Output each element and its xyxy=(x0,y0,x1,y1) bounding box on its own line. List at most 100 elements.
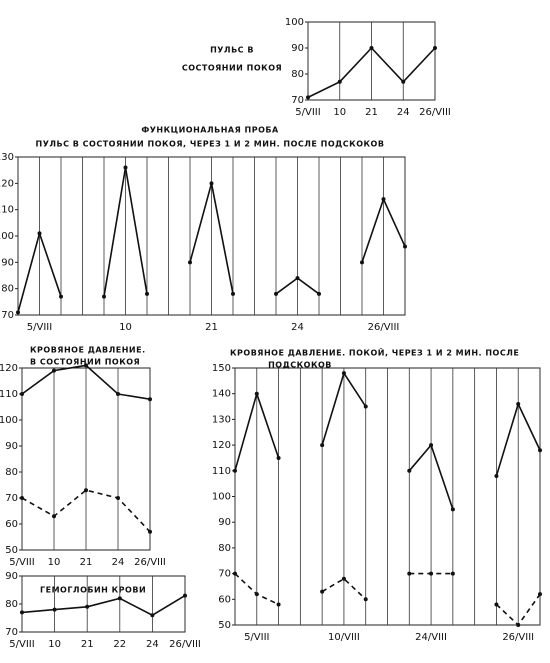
y-tick-label: 120 xyxy=(0,178,14,189)
data-point xyxy=(20,496,24,500)
y-tick-label: 90 xyxy=(1,257,14,268)
data-point xyxy=(254,391,259,396)
chart-title: СОСТОЯНИИ ПОКОЯ xyxy=(182,64,282,73)
data-point xyxy=(37,231,42,236)
y-tick-label: 130 xyxy=(212,414,231,425)
x-tick-label: 5/VIII xyxy=(27,322,52,333)
data-point xyxy=(538,448,542,453)
data-point xyxy=(233,468,237,473)
data-point xyxy=(20,610,24,615)
x-tick-label: 5/VIII xyxy=(9,557,34,568)
data-point xyxy=(274,291,278,296)
data-point xyxy=(341,576,346,581)
chart-title: ПУЛЬС В xyxy=(210,46,254,55)
x-tick-label: 22 xyxy=(113,639,126,650)
y-tick-label: 90 xyxy=(5,441,18,452)
x-tick-label: 21 xyxy=(365,107,378,118)
data-point xyxy=(209,181,214,186)
x-tick-label: 21 xyxy=(81,639,94,650)
data-point xyxy=(254,592,259,597)
y-tick-label: 90 xyxy=(5,571,18,582)
chart-title: ФУНКЦИОНАЛЬНАЯ ПРОБА xyxy=(141,126,279,135)
data-point xyxy=(84,488,88,493)
data-point xyxy=(148,397,152,402)
data-point xyxy=(85,604,90,609)
data-point xyxy=(231,291,235,296)
data-point xyxy=(429,443,434,448)
data-point xyxy=(183,593,187,598)
data-point xyxy=(148,529,152,534)
data-point xyxy=(516,401,521,406)
x-tick-label: 5/VIII xyxy=(244,632,269,643)
data-point xyxy=(320,443,325,448)
x-tick-label: 24 xyxy=(112,557,125,568)
y-tick-label: 50 xyxy=(218,620,231,631)
y-tick-label: 120 xyxy=(0,363,18,374)
data-point xyxy=(52,514,56,519)
chart-title: В СОСТОЯНИИ ПОКОЯ xyxy=(30,358,140,367)
data-point xyxy=(295,276,300,281)
y-tick-label: 90 xyxy=(291,43,304,54)
chart-title: ПОДСКОКОВ xyxy=(268,361,332,370)
data-point xyxy=(117,596,122,601)
x-tick-label: 26/VIII xyxy=(134,557,166,568)
data-point xyxy=(276,602,281,607)
y-tick-label: 100 xyxy=(285,17,304,28)
data-point xyxy=(84,363,88,368)
y-tick-label: 80 xyxy=(218,543,231,554)
series-line xyxy=(21,489,151,533)
x-tick-label: 21 xyxy=(80,557,93,568)
data-point xyxy=(450,507,455,512)
y-tick-label: 80 xyxy=(1,284,14,295)
y-tick-label: 140 xyxy=(212,389,231,400)
x-tick-label: 10 xyxy=(333,107,346,118)
x-tick-label: 24 xyxy=(291,322,304,333)
y-tick-label: 80 xyxy=(5,599,18,610)
data-point xyxy=(363,404,368,409)
y-tick-label: 70 xyxy=(5,627,18,638)
data-point xyxy=(403,244,407,249)
x-tick-label: 10 xyxy=(119,322,132,333)
data-point xyxy=(123,165,128,170)
chart-title: ПУЛЬС В СОСТОЯНИИ ПОКОЯ, ЧЕРЕЗ 1 И 2 МИН… xyxy=(36,140,385,149)
data-point xyxy=(102,294,106,299)
data-point xyxy=(401,79,406,84)
x-tick-label: 24 xyxy=(397,107,410,118)
x-tick-label: 24/VIII xyxy=(415,632,447,643)
y-tick-label: 110 xyxy=(0,205,14,216)
x-tick-label: 26/VIII xyxy=(502,632,534,643)
data-point xyxy=(116,392,120,396)
y-tick-label: 130 xyxy=(0,152,14,163)
x-tick-label: 5/VIII xyxy=(9,639,34,650)
series-line xyxy=(321,577,367,600)
data-point xyxy=(538,592,542,597)
y-tick-label: 90 xyxy=(218,517,231,528)
data-point xyxy=(317,291,321,296)
x-tick-label: 21 xyxy=(205,322,218,333)
y-tick-label: 70 xyxy=(5,493,18,504)
chart-title: КРОВЯНОЕ ДАВЛЕНИЕ. ПОКОЙ, ЧЕРЕЗ 1 И 2 МИ… xyxy=(230,347,519,358)
data-point xyxy=(429,571,434,576)
data-point xyxy=(381,197,386,202)
y-tick-label: 150 xyxy=(212,363,231,374)
x-tick-label: 5/VIII xyxy=(295,107,320,118)
y-tick-label: 60 xyxy=(218,594,231,605)
y-tick-label: 100 xyxy=(212,492,231,503)
data-point xyxy=(20,392,24,396)
y-tick-label: 80 xyxy=(5,467,18,478)
y-tick-label: 100 xyxy=(0,231,14,242)
y-tick-label: 120 xyxy=(212,440,231,451)
y-tick-label: 110 xyxy=(0,389,18,400)
data-point xyxy=(494,473,499,478)
x-tick-label: 10/VIII xyxy=(328,632,360,643)
chart-title: КРОВЯНОЕ ДАВЛЕНИЕ. xyxy=(30,346,146,355)
chart-title: ГЕМОГЛОБИН КРОВИ xyxy=(40,586,146,595)
y-tick-label: 50 xyxy=(5,545,18,556)
data-point xyxy=(116,496,120,500)
y-tick-label: 80 xyxy=(291,69,304,80)
data-point xyxy=(59,294,63,299)
data-point xyxy=(450,571,455,576)
data-point xyxy=(407,468,412,473)
data-point xyxy=(276,455,281,460)
data-point xyxy=(306,95,310,100)
